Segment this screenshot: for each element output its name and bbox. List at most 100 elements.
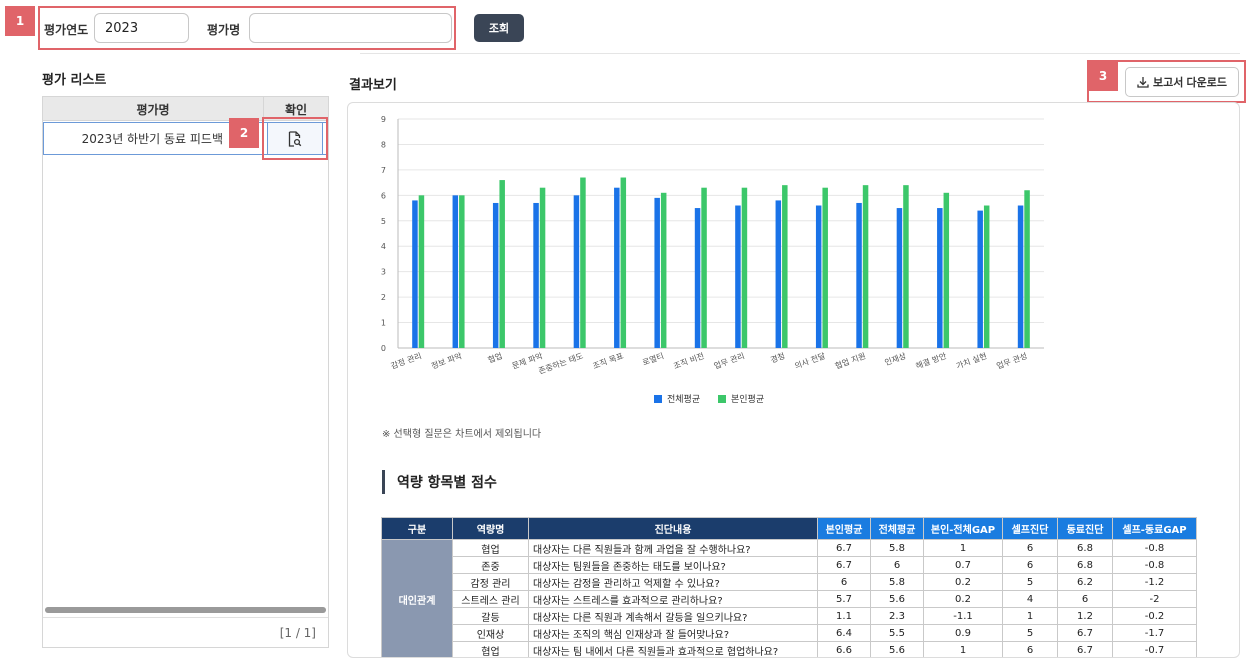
annotation-badge-3: 3 bbox=[1088, 61, 1118, 91]
cell-competency: 인재상 bbox=[452, 624, 529, 642]
result-title: 결과보기 bbox=[349, 78, 397, 93]
x-tick-label: 정보 파악 bbox=[430, 350, 464, 371]
cell-self-diagnosis: 6 bbox=[1002, 556, 1058, 574]
bar-self-avg bbox=[943, 192, 950, 348]
bar-self-avg bbox=[782, 185, 788, 348]
cell-total-avg: 2.3 bbox=[870, 607, 924, 625]
y-tick-label: 8 bbox=[381, 140, 386, 149]
cell-self-diagnosis: 6 bbox=[1002, 641, 1058, 657]
bar-total-avg bbox=[815, 205, 822, 348]
scrollbar-thumb[interactable] bbox=[45, 607, 326, 613]
cell-total-avg: 5.6 bbox=[870, 590, 924, 608]
cell-peer-diagnosis: 6.7 bbox=[1057, 624, 1113, 642]
y-tick-label: 2 bbox=[381, 293, 386, 302]
annotation-badge-2: 2 bbox=[229, 118, 259, 148]
table-row: 존중 대상자는 팀원들을 존중하는 태도를 보이나요? 6.7 6 0.7 6 6.8 -0.… bbox=[382, 556, 1197, 574]
y-tick-label: 4 bbox=[381, 242, 386, 251]
bar-self-avg bbox=[660, 192, 667, 348]
table-row: 인재상 대상자는 조직의 핵심 인재상과 잘 들어맞나요? 6.4 5.5 0.9 5 6.… bbox=[382, 624, 1197, 642]
table-row: 갈등 대상자는 다른 직원과 계속해서 갈등을 일으키나요? 1.1 2.3 -1.1 1… bbox=[382, 607, 1197, 625]
cell-self-total-gap: 1 bbox=[923, 641, 1003, 657]
cell-competency: 갈등 bbox=[452, 607, 529, 625]
x-tick-label: 의사 전달 bbox=[793, 350, 827, 371]
search-button[interactable]: 조회 bbox=[474, 14, 524, 42]
bar-total-avg bbox=[573, 195, 580, 348]
cell-competency: 감정 관리 bbox=[452, 573, 529, 591]
document-search-icon bbox=[288, 130, 302, 147]
cell-self-avg: 6.7 bbox=[817, 556, 871, 574]
cell-peer-diagnosis: 1.2 bbox=[1057, 607, 1113, 625]
report-download-label: 보고서 다운로드 bbox=[1153, 77, 1227, 89]
evaluation-name-input[interactable] bbox=[249, 13, 452, 43]
cell-content: 대상자는 조직의 핵심 인재상과 잘 들어맞나요? bbox=[528, 624, 818, 642]
bar-self-avg bbox=[701, 187, 707, 348]
bar-total-avg bbox=[694, 208, 701, 348]
cell-self-diagnosis: 5 bbox=[1002, 624, 1058, 642]
bar-total-avg bbox=[1017, 205, 1024, 348]
cell-total-avg: 5.6 bbox=[870, 641, 924, 657]
cell-self-peer-gap: -0.8 bbox=[1112, 556, 1197, 574]
cell-self-diagnosis: 4 bbox=[1002, 590, 1058, 608]
cell-self-peer-gap: -0.2 bbox=[1112, 607, 1197, 625]
bar-total-avg bbox=[775, 200, 782, 348]
table-header-row: 구분 역량명 진단내용 본인평균 전체평균 본인-전체GAP 셀프진단 동료진단… bbox=[381, 517, 1197, 540]
cell-competency: 협업 bbox=[452, 641, 529, 657]
cell-peer-diagnosis: 6.7 bbox=[1057, 641, 1113, 657]
cell-content: 대상자는 팀원들을 존중하는 태도를 보이나요? bbox=[528, 556, 818, 574]
view-result-button[interactable] bbox=[267, 122, 323, 155]
bar-total-avg bbox=[856, 202, 862, 348]
table-row: 대인관계 협업 대상자는 다른 직원들과 함께 과업을 잘 수행하나요? 6.7 5.8… bbox=[381, 539, 1197, 657]
cell-self-avg: 1.1 bbox=[817, 607, 871, 625]
x-tick-label: 업무 관리 bbox=[712, 350, 745, 370]
cell-competency: 존중 bbox=[452, 556, 529, 574]
cell-peer-diagnosis: 6.8 bbox=[1057, 539, 1113, 557]
year-label: 평가연도 bbox=[44, 23, 89, 37]
th-self-avg: 본인평균 bbox=[817, 517, 871, 540]
cell-self-total-gap: 0.9 bbox=[923, 624, 1003, 642]
bar-self-avg bbox=[903, 185, 909, 348]
cell-self-diagnosis: 5 bbox=[1002, 573, 1058, 591]
cell-self-diagnosis: 1 bbox=[1002, 607, 1058, 625]
cell-self-diagnosis: 6 bbox=[1002, 539, 1058, 557]
cell-self-peer-gap: -0.8 bbox=[1112, 539, 1197, 557]
bar-total-avg bbox=[937, 208, 943, 348]
bar-total-avg bbox=[533, 202, 539, 348]
header-divider bbox=[360, 53, 1240, 54]
x-tick-label: 감정 관리 bbox=[389, 350, 422, 370]
y-tick-label: 9 bbox=[381, 115, 386, 124]
search-highlight-box bbox=[38, 6, 456, 50]
cell-self-avg: 6.4 bbox=[817, 624, 871, 642]
cell-self-total-gap: 0.2 bbox=[923, 573, 1003, 591]
x-tick-label: 조직 비전 bbox=[672, 350, 705, 370]
x-tick-label: 협업 지원 bbox=[834, 350, 867, 370]
cell-self-peer-gap: -1.7 bbox=[1112, 624, 1197, 642]
th-competency: 역량명 bbox=[452, 517, 529, 540]
chart-note: ※ 선택형 질문은 차트에서 제외됩니다 bbox=[382, 429, 542, 440]
cell-competency: 협업 bbox=[452, 539, 529, 557]
legend-label: 본인평균 bbox=[731, 394, 764, 405]
th-self-total-gap: 본인-전체GAP bbox=[923, 517, 1003, 540]
bar-self-avg bbox=[862, 185, 869, 348]
annotation-badge-1: 1 bbox=[5, 6, 35, 36]
list-header-confirm: 확인 bbox=[284, 102, 308, 117]
bar-self-avg bbox=[620, 177, 627, 348]
list-header-name: 평가명 bbox=[43, 97, 264, 121]
cell-self-avg: 6 bbox=[817, 573, 871, 591]
list-title: 평가 리스트 bbox=[42, 73, 107, 88]
download-icon bbox=[1137, 77, 1149, 88]
bar-total-avg bbox=[896, 208, 903, 348]
horizontal-scrollbar[interactable] bbox=[45, 607, 326, 613]
cell-total-avg: 6 bbox=[870, 556, 924, 574]
legend-swatch bbox=[654, 395, 662, 403]
cell-self-total-gap: 1 bbox=[923, 539, 1003, 557]
cell-self-total-gap: -1.1 bbox=[923, 607, 1003, 625]
x-tick-label: 가치 실현 bbox=[955, 350, 988, 370]
report-download-button[interactable]: 보고서 다운로드 bbox=[1125, 67, 1239, 97]
year-input[interactable] bbox=[94, 13, 189, 43]
cell-self-peer-gap: -2 bbox=[1112, 590, 1197, 608]
cell-content: 대상자는 다른 직원과 계속해서 갈등을 일으키나요? bbox=[528, 607, 818, 625]
bar-self-avg bbox=[418, 195, 425, 348]
evaluation-list-panel: 평가명 확인 2023년 하반기 동료 피드백 [1 / 1] bbox=[42, 96, 329, 648]
bar-self-avg bbox=[983, 205, 990, 348]
